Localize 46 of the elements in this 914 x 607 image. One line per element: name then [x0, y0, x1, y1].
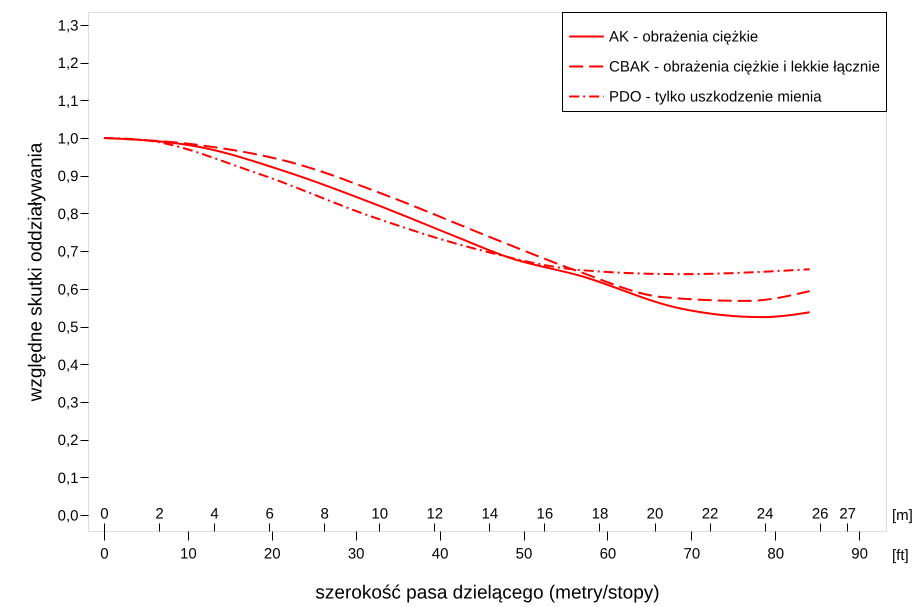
y-tick-label: 1,3 — [58, 17, 78, 34]
x2-tick-label: 4 — [210, 506, 219, 522]
y-tick-label: 0,1 — [58, 470, 78, 487]
x2-tick-label: 6 — [265, 506, 274, 522]
x2-tick-label: 0 — [100, 506, 109, 522]
x2-tick-label: 26 — [812, 506, 829, 522]
legend-label: CBAK - obrażenia ciężkie i lekkie łącznie — [609, 58, 880, 76]
x-tick-label: 40 — [432, 546, 448, 562]
y-tick-label: 0,9 — [58, 168, 78, 186]
x-tick-label: 20 — [264, 546, 281, 562]
y-tick-label: 1,2 — [58, 55, 78, 72]
text: [m] — [892, 507, 913, 524]
x-tick-label: 80 — [767, 546, 784, 562]
x2-tick-label: 8 — [320, 506, 329, 522]
x2-tick-label: 12 — [426, 506, 444, 522]
x-tick-label: 70 — [683, 546, 700, 562]
x-tick-label: 0 — [100, 546, 109, 562]
x-tick-label: 30 — [348, 546, 365, 562]
x2-tick-label: 27 — [839, 506, 856, 522]
x-tick-label: 90 — [851, 546, 868, 562]
x2-tick-label: 18 — [592, 506, 608, 522]
x-axis-title: szerokość pasa dzielącego (metry/stopy) — [315, 582, 660, 604]
y-axis-title: względne skutki oddziaływania — [26, 142, 47, 402]
x2-tick-label: 10 — [371, 506, 388, 522]
x-tick-label: 10 — [180, 546, 197, 562]
y-tick-label: 1,1 — [58, 92, 78, 110]
x-tick-label: 50 — [516, 546, 532, 562]
x2-tick-label: 20 — [646, 506, 664, 522]
y-tick-label: 0,3 — [58, 394, 78, 412]
y-tick-label: 1,0 — [58, 130, 78, 148]
x2-tick-label: 24 — [756, 506, 774, 522]
x2-tick-label: 22 — [702, 506, 718, 522]
y-tick-label: 0,0 — [58, 508, 78, 525]
y-tick-label: 0,7 — [58, 244, 78, 261]
text: [ft] — [892, 547, 909, 564]
x-tick-label: 60 — [600, 546, 616, 562]
x2-tick-label: 2 — [155, 506, 164, 522]
legend-label: PDO - tylko uszkodzenie mienia — [609, 88, 822, 106]
y-tick-label: 0,2 — [58, 432, 78, 450]
x2-tick-label: 14 — [481, 506, 498, 522]
y-tick-label: 0,6 — [58, 281, 78, 298]
y-tick-label: 0,4 — [58, 356, 78, 374]
x2-tick-label: 16 — [536, 506, 554, 522]
y-tick-label: 0,5 — [58, 319, 78, 336]
y-tick-label: 0,8 — [58, 206, 78, 223]
legend-label: AK - obrażenia ciężkie — [609, 28, 758, 46]
